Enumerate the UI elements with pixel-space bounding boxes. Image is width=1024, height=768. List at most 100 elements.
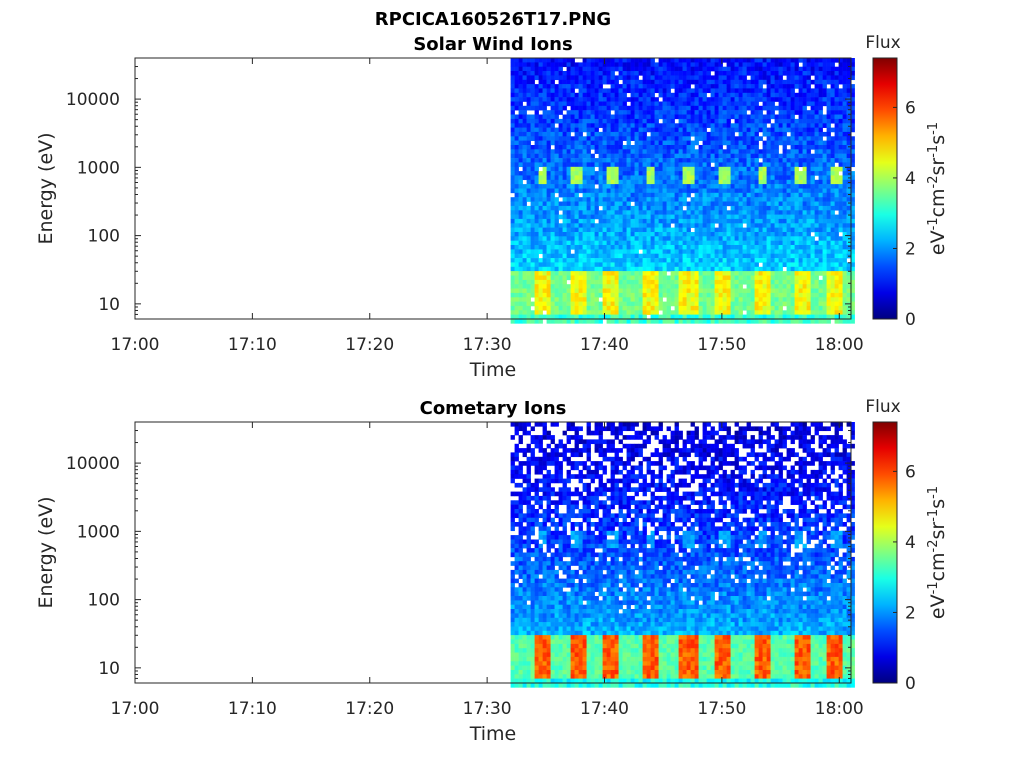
flux-cell bbox=[510, 101, 515, 107]
flux-cell bbox=[734, 162, 739, 168]
flux-cell bbox=[510, 145, 515, 150]
flux-cell bbox=[586, 101, 591, 107]
flux-cell bbox=[794, 214, 799, 220]
flux-cell bbox=[798, 110, 803, 115]
flux-cell bbox=[834, 301, 839, 307]
flux-cell bbox=[614, 192, 619, 198]
flux-cell bbox=[766, 131, 771, 137]
flux-cell bbox=[598, 262, 603, 268]
flux-cell bbox=[802, 97, 807, 102]
flux-cell bbox=[598, 258, 603, 263]
flux-cell bbox=[566, 249, 571, 255]
flux-cell bbox=[738, 127, 743, 133]
flux-cell bbox=[766, 162, 771, 168]
flux-cell bbox=[722, 188, 727, 194]
flux-cell bbox=[598, 310, 603, 315]
flux-cell bbox=[670, 123, 675, 128]
flux-cell bbox=[774, 75, 779, 81]
flux-cell bbox=[526, 88, 531, 94]
flux-cell bbox=[654, 232, 659, 237]
flux-cell bbox=[794, 236, 799, 241]
flux-cell bbox=[674, 301, 679, 307]
flux-cell bbox=[582, 197, 587, 202]
flux-cell bbox=[526, 166, 531, 172]
flux-cell bbox=[754, 301, 759, 307]
flux-cell bbox=[550, 140, 555, 146]
flux-cell bbox=[766, 127, 771, 133]
flux-cell bbox=[706, 75, 711, 81]
flux-cell bbox=[566, 188, 571, 194]
flux-cell bbox=[530, 97, 535, 102]
flux-cell bbox=[714, 179, 719, 185]
flux-cell bbox=[530, 171, 535, 176]
flux-cell bbox=[818, 210, 823, 215]
flux-cell bbox=[542, 101, 547, 107]
flux-cell bbox=[614, 110, 619, 115]
flux-cell bbox=[750, 66, 755, 72]
flux-cell bbox=[522, 262, 527, 268]
flux-cell bbox=[786, 75, 791, 81]
flux-cell bbox=[766, 271, 771, 276]
flux-cell bbox=[574, 232, 579, 237]
flux-cell bbox=[710, 275, 715, 281]
flux-cell bbox=[790, 131, 795, 137]
flux-cell bbox=[826, 136, 831, 141]
flux-cell bbox=[846, 88, 851, 94]
flux-cell bbox=[514, 175, 519, 181]
flux-cell bbox=[554, 232, 559, 237]
flux-cell bbox=[610, 201, 615, 207]
flux-cell bbox=[682, 292, 687, 298]
flux-cell bbox=[742, 71, 747, 76]
flux-cell bbox=[826, 166, 831, 172]
flux-cell bbox=[734, 58, 739, 63]
flux-cell bbox=[634, 214, 639, 220]
flux-cell bbox=[710, 140, 715, 146]
flux-cell bbox=[598, 192, 603, 198]
flux-cell bbox=[690, 284, 695, 289]
flux-cell bbox=[810, 92, 815, 98]
flux-cell bbox=[610, 179, 615, 185]
flux-cell bbox=[694, 266, 699, 272]
flux-cell bbox=[654, 253, 659, 259]
flux-cell bbox=[586, 245, 591, 250]
flux-cell bbox=[558, 105, 563, 111]
flux-cell bbox=[630, 210, 635, 215]
flux-cell bbox=[842, 314, 847, 320]
flux-cell bbox=[646, 75, 651, 81]
flux-cell bbox=[686, 310, 691, 315]
flux-cell bbox=[574, 262, 579, 268]
flux-cell bbox=[782, 79, 787, 85]
flux-cell bbox=[586, 171, 591, 176]
flux-cell bbox=[770, 301, 775, 307]
flux-cell bbox=[738, 123, 743, 128]
flux-cell bbox=[630, 301, 635, 307]
flux-cell bbox=[566, 197, 571, 202]
flux-cell bbox=[530, 79, 535, 85]
flux-cell bbox=[698, 210, 703, 215]
flux-cell bbox=[518, 123, 523, 128]
flux-cell bbox=[798, 284, 803, 289]
flux-cell bbox=[626, 110, 631, 115]
flux-cell bbox=[590, 240, 595, 246]
flux-cell bbox=[750, 292, 755, 298]
flux-cell bbox=[670, 249, 675, 255]
flux-cell bbox=[538, 97, 543, 102]
flux-cell bbox=[782, 153, 787, 159]
flux-cell bbox=[594, 149, 599, 154]
flux-cell bbox=[782, 218, 787, 224]
flux-cell bbox=[710, 127, 715, 133]
flux-cell bbox=[710, 253, 715, 259]
flux-cell bbox=[654, 166, 659, 172]
flux-cell bbox=[590, 110, 595, 115]
flux-cell bbox=[546, 245, 551, 250]
flux-cell bbox=[746, 153, 751, 159]
flux-cell bbox=[662, 101, 667, 107]
flux-cell bbox=[606, 210, 611, 215]
flux-cell bbox=[726, 166, 731, 172]
flux-cell bbox=[530, 84, 535, 89]
flux-cell bbox=[738, 105, 743, 111]
flux-cell bbox=[634, 62, 639, 68]
flux-cell bbox=[786, 114, 791, 120]
flux-cell bbox=[646, 192, 651, 198]
flux-cell bbox=[790, 258, 795, 263]
